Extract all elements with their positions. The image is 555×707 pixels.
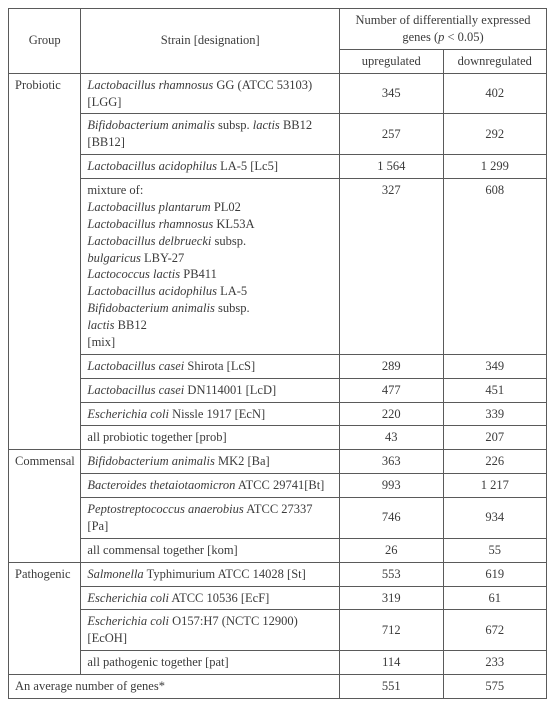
table-row: CommensalBifidobacterium animalis MK2 [B… — [9, 450, 547, 474]
table-row: all pathogenic together [pat]114233 — [9, 651, 547, 675]
strain-cell: Lactobacillus rhamnosus GG (ATCC 53103) … — [81, 73, 340, 114]
gene-expression-table: Group Strain [designation] Number of dif… — [8, 8, 547, 699]
table-row: all probiotic together [prob]43207 — [9, 426, 547, 450]
table-row: Escherichia coli Nissle 1917 [EcN]220339 — [9, 402, 547, 426]
upregulated-cell: 257 — [340, 114, 443, 155]
upregulated-cell: 712 — [340, 610, 443, 651]
strain-cell: Lactobacillus acidophilus LA-5 [Lc5] — [81, 155, 340, 179]
upregulated-cell: 319 — [340, 586, 443, 610]
upregulated-cell: 345 — [340, 73, 443, 114]
downregulated-cell: 292 — [443, 114, 546, 155]
footer-down: 575 — [443, 675, 546, 699]
upregulated-cell: 1 564 — [340, 155, 443, 179]
footer-row: An average number of genes*551575 — [9, 675, 547, 699]
downregulated-cell: 233 — [443, 651, 546, 675]
downregulated-cell: 61 — [443, 586, 546, 610]
upregulated-cell: 26 — [340, 538, 443, 562]
strain-cell: Peptostreptococcus anaerobius ATCC 27337… — [81, 498, 340, 539]
header-group: Group — [9, 9, 81, 74]
header-strain: Strain [designation] — [81, 9, 340, 74]
downregulated-cell: 402 — [443, 73, 546, 114]
table-row: ProbioticLactobacillus rhamnosus GG (ATC… — [9, 73, 547, 114]
strain-cell: all commensal together [kom] — [81, 538, 340, 562]
table-row: Bifidobacterium animalis subsp. lactis B… — [9, 114, 547, 155]
downregulated-cell: 207 — [443, 426, 546, 450]
downregulated-cell: 1 217 — [443, 474, 546, 498]
strain-cell: all probiotic together [prob] — [81, 426, 340, 450]
downregulated-cell: 339 — [443, 402, 546, 426]
upregulated-cell: 746 — [340, 498, 443, 539]
upregulated-cell: 993 — [340, 474, 443, 498]
header-down: downregulated — [443, 49, 546, 73]
strain-cell: mixture of:Lactobacillus plantarum PL02L… — [81, 179, 340, 355]
downregulated-cell: 226 — [443, 450, 546, 474]
strain-cell: Escherichia coli Nissle 1917 [EcN] — [81, 402, 340, 426]
downregulated-cell: 349 — [443, 354, 546, 378]
table-row: Lactobacillus casei DN114001 [LcD]477451 — [9, 378, 547, 402]
downregulated-cell: 55 — [443, 538, 546, 562]
upregulated-cell: 477 — [340, 378, 443, 402]
strain-cell: Bacteroides thetaiotaomicron ATCC 29741[… — [81, 474, 340, 498]
downregulated-cell: 672 — [443, 610, 546, 651]
table-row: Escherichia coli ATCC 10536 [EcF]31961 — [9, 586, 547, 610]
upregulated-cell: 327 — [340, 179, 443, 355]
group-cell: Probiotic — [9, 73, 81, 450]
footer-label: An average number of genes* — [9, 675, 340, 699]
table-row: Lactobacillus acidophilus LA-5 [Lc5]1 56… — [9, 155, 547, 179]
table-row: Bacteroides thetaiotaomicron ATCC 29741[… — [9, 474, 547, 498]
strain-cell: all pathogenic together [pat] — [81, 651, 340, 675]
group-cell: Pathogenic — [9, 562, 81, 674]
upregulated-cell: 43 — [340, 426, 443, 450]
strain-cell: Bifidobacterium animalis MK2 [Ba] — [81, 450, 340, 474]
table-row: all commensal together [kom]2655 — [9, 538, 547, 562]
downregulated-cell: 934 — [443, 498, 546, 539]
table-row: PathogenicSalmonella Typhimurium ATCC 14… — [9, 562, 547, 586]
downregulated-cell: 451 — [443, 378, 546, 402]
upregulated-cell: 114 — [340, 651, 443, 675]
group-cell: Commensal — [9, 450, 81, 562]
strain-cell: Salmonella Typhimurium ATCC 14028 [St] — [81, 562, 340, 586]
downregulated-cell: 619 — [443, 562, 546, 586]
upregulated-cell: 363 — [340, 450, 443, 474]
strain-cell: Escherichia coli ATCC 10536 [EcF] — [81, 586, 340, 610]
strain-cell: Escherichia coli O157:H7 (NCTC 12900) [E… — [81, 610, 340, 651]
upregulated-cell: 220 — [340, 402, 443, 426]
footer-up: 551 — [340, 675, 443, 699]
strain-cell: Lactobacillus casei DN114001 [LcD] — [81, 378, 340, 402]
header-up: upregulated — [340, 49, 443, 73]
upregulated-cell: 553 — [340, 562, 443, 586]
strain-cell: Lactobacillus casei Shirota [LcS] — [81, 354, 340, 378]
table-row: Peptostreptococcus anaerobius ATCC 27337… — [9, 498, 547, 539]
strain-cell: Bifidobacterium animalis subsp. lactis B… — [81, 114, 340, 155]
table-row: mixture of:Lactobacillus plantarum PL02L… — [9, 179, 547, 355]
header-row-1: Group Strain [designation] Number of dif… — [9, 9, 547, 50]
table-row: Lactobacillus casei Shirota [LcS]289349 — [9, 354, 547, 378]
table-row: Escherichia coli O157:H7 (NCTC 12900) [E… — [9, 610, 547, 651]
header-merge: Number of differentially expressed genes… — [340, 9, 547, 50]
downregulated-cell: 608 — [443, 179, 546, 355]
downregulated-cell: 1 299 — [443, 155, 546, 179]
upregulated-cell: 289 — [340, 354, 443, 378]
